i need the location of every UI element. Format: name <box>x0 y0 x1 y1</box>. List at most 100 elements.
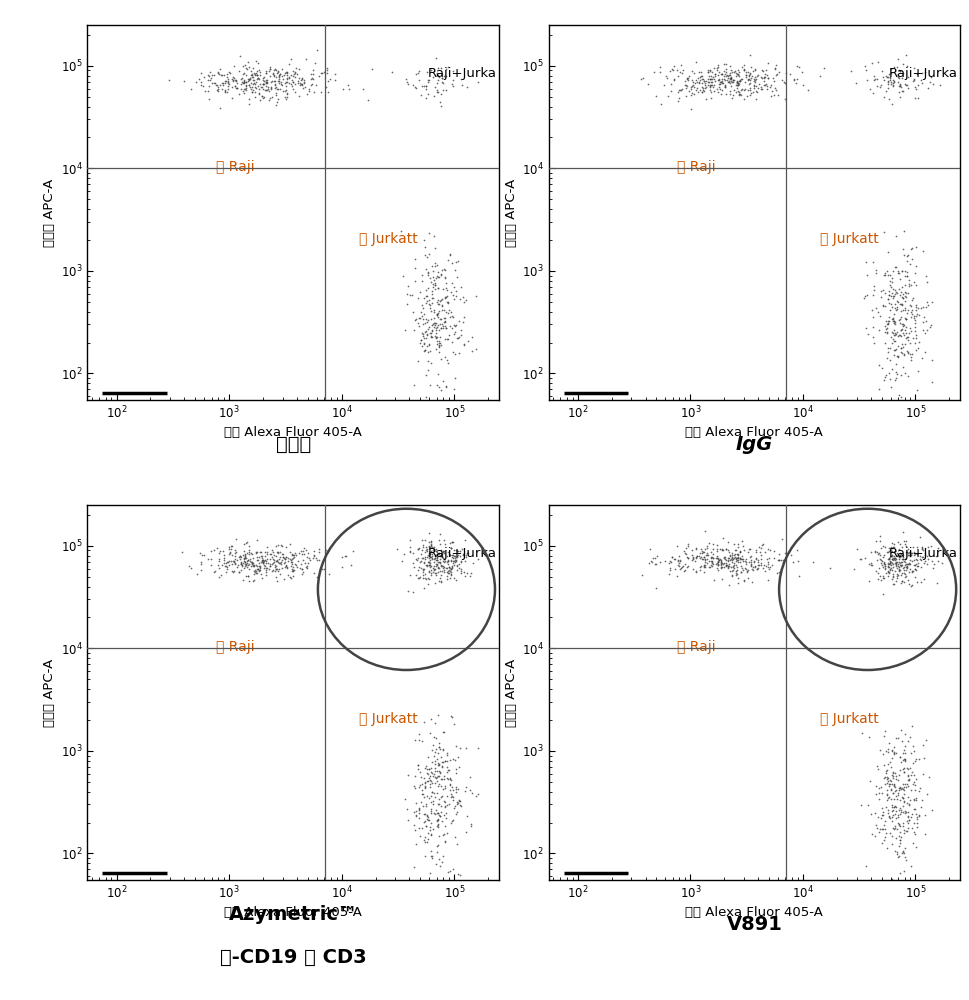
Point <box>886 73 901 89</box>
Point <box>914 792 929 808</box>
Point <box>216 550 232 566</box>
Point <box>420 557 435 573</box>
Point <box>891 749 907 765</box>
Point <box>275 549 291 565</box>
Point <box>444 560 459 576</box>
Point <box>219 561 234 577</box>
Point <box>884 828 899 844</box>
Point <box>907 239 922 255</box>
Point <box>398 286 414 302</box>
Point <box>427 547 443 563</box>
Point <box>221 541 236 557</box>
Point <box>892 557 908 573</box>
Point <box>770 552 786 568</box>
Point <box>755 63 770 79</box>
Point <box>405 584 421 600</box>
Point <box>907 90 922 106</box>
Point <box>321 73 336 89</box>
Point <box>414 786 429 802</box>
Point <box>234 71 249 87</box>
Point <box>904 835 920 851</box>
Point <box>421 557 436 573</box>
Point <box>286 549 301 565</box>
Point <box>297 51 313 67</box>
Point <box>451 792 466 808</box>
Point <box>448 317 463 333</box>
Point <box>887 798 902 814</box>
Point <box>254 550 269 566</box>
Point <box>427 315 443 331</box>
Point <box>922 538 938 554</box>
Point <box>868 820 884 836</box>
Point <box>429 329 445 345</box>
Point <box>918 299 933 315</box>
Point <box>337 548 353 564</box>
Point <box>410 315 425 331</box>
Point <box>243 554 259 570</box>
Point <box>679 538 695 554</box>
Point <box>418 549 433 565</box>
Point <box>287 64 302 80</box>
Point <box>745 80 761 96</box>
Point <box>423 546 439 562</box>
Point <box>248 549 264 565</box>
Point <box>258 74 273 90</box>
Point <box>449 804 464 820</box>
Point <box>894 56 910 72</box>
Point <box>259 560 274 576</box>
Point <box>436 318 452 334</box>
Point <box>233 562 248 578</box>
Point <box>287 69 302 85</box>
Point <box>686 79 702 95</box>
Point <box>456 783 472 799</box>
Point <box>898 253 914 269</box>
Point <box>441 565 456 581</box>
Point <box>429 84 445 100</box>
Point <box>770 64 786 80</box>
Point <box>906 801 922 817</box>
Point <box>419 765 434 781</box>
Point <box>721 552 736 568</box>
Point <box>858 254 873 270</box>
Point <box>264 74 279 90</box>
Point <box>235 72 251 88</box>
Point <box>258 564 273 580</box>
Point <box>238 568 254 584</box>
Point <box>885 59 900 75</box>
Point <box>445 309 460 325</box>
Point <box>917 547 932 563</box>
Point <box>880 74 895 90</box>
Point <box>702 77 717 93</box>
Point <box>720 67 735 83</box>
Point <box>423 801 439 817</box>
Point <box>451 329 466 345</box>
Point <box>693 64 708 80</box>
Point <box>899 820 915 836</box>
Point <box>738 563 754 579</box>
Point <box>894 551 910 567</box>
Point <box>897 77 913 93</box>
Point <box>439 568 454 584</box>
Point <box>417 315 432 331</box>
Point <box>407 312 422 328</box>
Point <box>688 548 703 564</box>
Point <box>860 556 875 572</box>
Point <box>711 552 727 568</box>
Point <box>226 553 241 569</box>
Point <box>415 326 430 342</box>
Point <box>891 78 907 94</box>
Point <box>279 85 295 101</box>
Point <box>898 248 914 264</box>
Point <box>454 289 470 305</box>
Point <box>729 546 744 562</box>
Point <box>214 81 230 97</box>
Point <box>425 561 441 577</box>
Point <box>713 73 729 89</box>
Point <box>722 551 737 567</box>
Point <box>884 335 899 351</box>
Point <box>415 300 430 316</box>
Point <box>225 73 240 89</box>
Point <box>431 69 447 85</box>
Point <box>429 751 445 767</box>
Point <box>445 555 460 571</box>
